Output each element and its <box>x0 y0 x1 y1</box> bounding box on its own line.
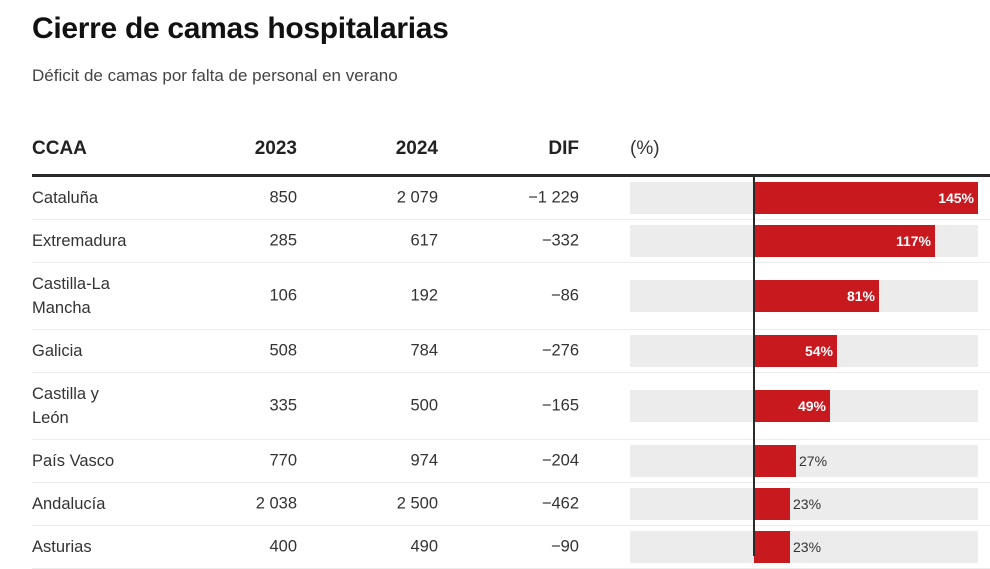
bar-value-label: 54% <box>804 343 833 359</box>
row-dif: −462 <box>541 494 579 513</box>
table-row: País Vasco 770 974 −204 27% <box>32 440 990 483</box>
table-row: Galicia 508 784 −276 54% <box>32 330 990 373</box>
bar-background <box>630 445 978 477</box>
row-2023: 508 <box>269 341 297 360</box>
chart-title: Cierre de camas hospitalarias <box>32 12 449 45</box>
row-ccaa: Andalucía <box>32 495 106 513</box>
bar-background <box>630 488 978 520</box>
row-2023: 106 <box>269 286 297 305</box>
row-ccaa: Cataluña <box>32 189 99 207</box>
table-row: Asturias 400 490 −90 23% <box>32 526 990 569</box>
bar <box>754 488 790 520</box>
table-row: Cataluña 850 2 079 −1 229 145% <box>32 177 990 220</box>
row-2023: 850 <box>269 188 297 207</box>
row-2023: 2 038 <box>255 494 297 513</box>
row-2023: 285 <box>269 231 297 250</box>
row-dif: −165 <box>541 396 579 415</box>
table-body: Cataluña 850 2 079 −1 229 145% Extremadura 285… <box>32 177 990 569</box>
table-row: Castilla y León 335 500 −165 49% <box>32 373 990 440</box>
bar <box>754 280 879 312</box>
row-dif: −90 <box>551 537 579 556</box>
header-ccaa[interactable]: CCAA <box>32 138 87 159</box>
bar <box>754 182 978 214</box>
row-ccaa-line: Mancha <box>32 299 91 317</box>
bar <box>754 531 790 563</box>
data-table: CCAA 2023 2024 DIF (%) Cataluña 850 2 079 −… <box>32 130 990 569</box>
row-ccaa-line: Castilla-La <box>32 275 110 293</box>
row-dif: −276 <box>541 341 579 360</box>
table-row: Castilla-La Mancha 106 192 −86 81% <box>32 263 990 330</box>
row-2024: 2 079 <box>396 188 438 207</box>
row-2024: 784 <box>410 341 438 360</box>
bar-value-label: 81% <box>846 288 875 304</box>
row-ccaa-line: Castilla y <box>32 385 99 403</box>
row-ccaa: Extremadura <box>32 232 127 250</box>
header-2024[interactable]: 2024 <box>395 138 438 159</box>
header-pct[interactable]: (%) <box>630 138 660 159</box>
bar <box>754 335 837 367</box>
row-2024: 974 <box>410 451 438 470</box>
table-row: Extremadura 285 617 −332 117% <box>32 220 990 263</box>
table-header: CCAA 2023 2024 DIF (%) <box>32 130 990 177</box>
bar-value-label: 49% <box>797 398 826 414</box>
table-row: Andalucía 2 038 2 500 −462 23% <box>32 483 990 526</box>
row-dif: −86 <box>551 286 579 305</box>
row-2024: 490 <box>410 537 438 556</box>
bar-value-label: 27% <box>799 453 828 469</box>
bar-value-label: 117% <box>895 233 931 249</box>
row-2024: 2 500 <box>396 494 438 513</box>
bar-value-label: 23% <box>793 539 822 555</box>
chart-subtitle: Déficit de camas por falta de personal e… <box>32 66 398 85</box>
bar <box>754 225 935 257</box>
row-2023: 770 <box>269 451 297 470</box>
row-2023: 335 <box>269 396 297 415</box>
row-ccaa: Galicia <box>32 342 83 360</box>
row-2024: 192 <box>410 286 438 305</box>
row-ccaa: Asturias <box>32 538 92 556</box>
row-ccaa: Castilla y León <box>32 382 99 430</box>
row-2024: 617 <box>410 231 438 250</box>
row-ccaa: Castilla-La Mancha <box>32 272 110 320</box>
row-dif: −204 <box>541 451 579 470</box>
row-2023: 400 <box>269 537 297 556</box>
bar <box>754 390 830 422</box>
row-dif: −1 229 <box>528 188 579 207</box>
header-2023[interactable]: 2023 <box>254 138 297 159</box>
row-dif: −332 <box>541 231 579 250</box>
bar-value-label: 145% <box>938 190 974 206</box>
bar-value-label: 23% <box>793 496 822 512</box>
row-2024: 500 <box>410 396 438 415</box>
bar <box>754 445 796 477</box>
row-ccaa-line: León <box>32 409 69 427</box>
header-dif[interactable]: DIF <box>548 138 579 159</box>
zero-axis-line <box>753 174 755 556</box>
row-ccaa: País Vasco <box>32 452 115 470</box>
